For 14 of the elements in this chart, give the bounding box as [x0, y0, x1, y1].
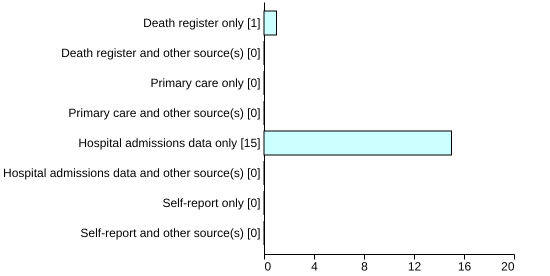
x-tick-label: 8	[361, 260, 368, 274]
y-tick-label: Death register and other source(s) [0]	[61, 46, 260, 60]
x-tick-label: 12	[408, 260, 422, 274]
y-tick-label: Self-report only [0]	[162, 196, 260, 210]
y-tick-label: Hospital admissions data and other source(s) [0]	[3, 166, 260, 180]
x-tick-label: 16	[458, 260, 472, 274]
y-tick-label: Primary care and other source(s) [0]	[68, 106, 260, 120]
y-tick-label: Death register only [1]	[143, 16, 260, 30]
x-tick-label: 4	[311, 260, 318, 274]
x-tick-label: 0	[264, 260, 272, 274]
y-tick-label: Primary care only [0]	[150, 76, 260, 90]
y-tick-label: Hospital admissions data only [15]	[78, 136, 260, 150]
y-tick-label: Self-report and other source(s) [0]	[80, 226, 260, 240]
x-tick-label: 20	[501, 260, 515, 274]
